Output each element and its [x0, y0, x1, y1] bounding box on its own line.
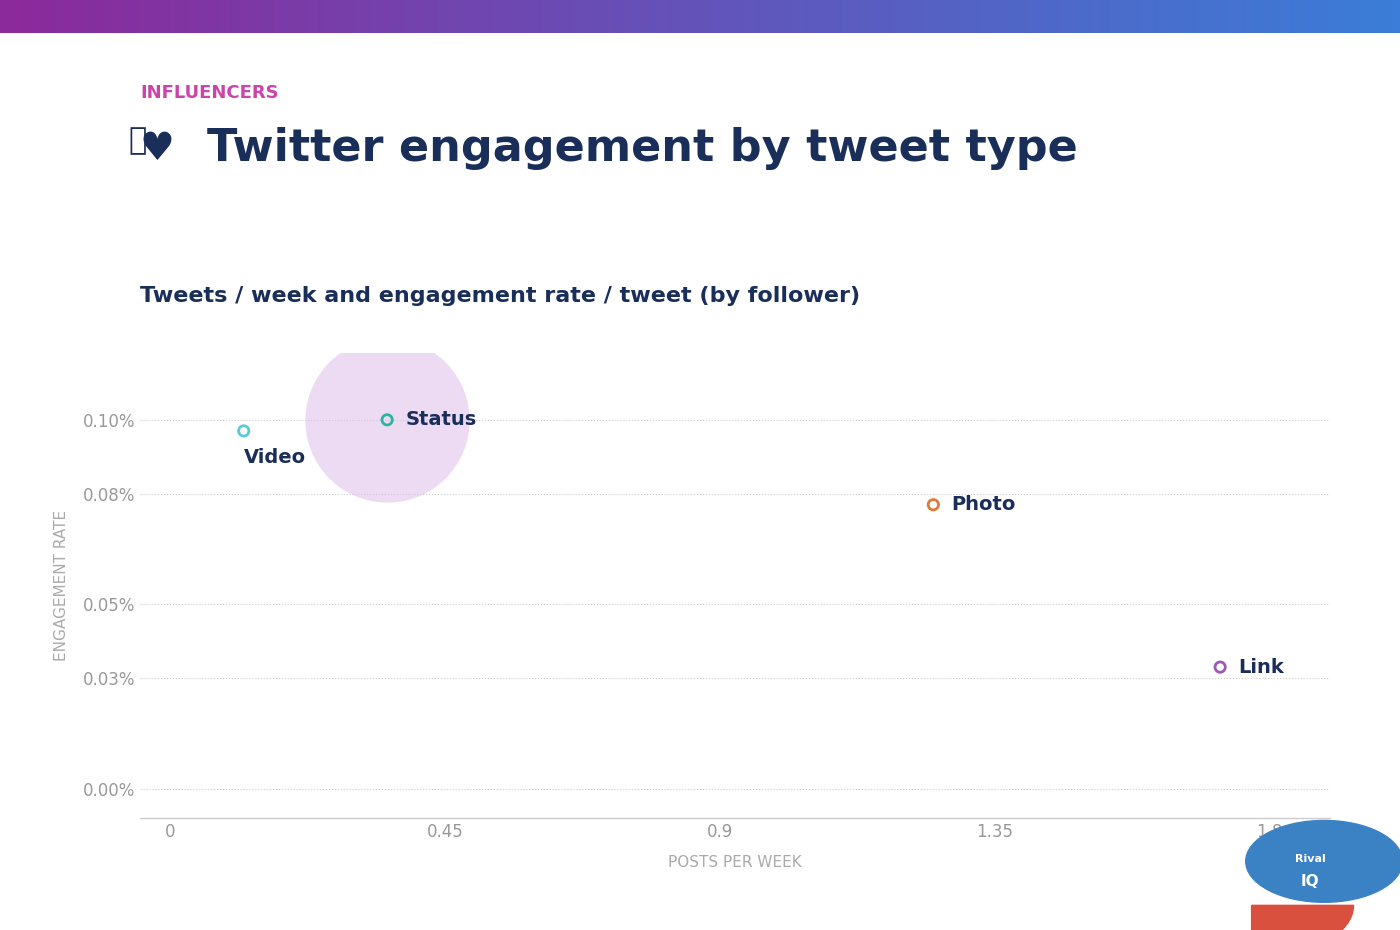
Text: Tweets / week and engagement rate / tweet (by follower): Tweets / week and engagement rate / twee…	[140, 286, 860, 306]
Point	[232, 423, 255, 438]
Text: Video: Video	[244, 448, 305, 467]
Text: ♥: ♥	[140, 130, 175, 167]
Point	[377, 412, 399, 427]
Point	[1210, 659, 1232, 674]
Point	[923, 498, 945, 512]
Text: INFLUENCERS: INFLUENCERS	[140, 84, 279, 101]
Point	[377, 412, 399, 427]
Text: Status: Status	[406, 410, 477, 430]
Text: IQ: IQ	[1301, 874, 1320, 889]
X-axis label: POSTS PER WEEK: POSTS PER WEEK	[668, 856, 802, 870]
Text: 🐦: 🐦	[129, 126, 147, 155]
Circle shape	[1246, 820, 1400, 902]
Text: Link: Link	[1239, 658, 1284, 677]
Text: Twitter engagement by tweet type: Twitter engagement by tweet type	[207, 127, 1078, 170]
Text: Rival: Rival	[1295, 855, 1326, 864]
Wedge shape	[1252, 906, 1354, 930]
Y-axis label: ENGAGEMENT RATE: ENGAGEMENT RATE	[53, 511, 69, 661]
Text: Photo: Photo	[952, 495, 1016, 514]
